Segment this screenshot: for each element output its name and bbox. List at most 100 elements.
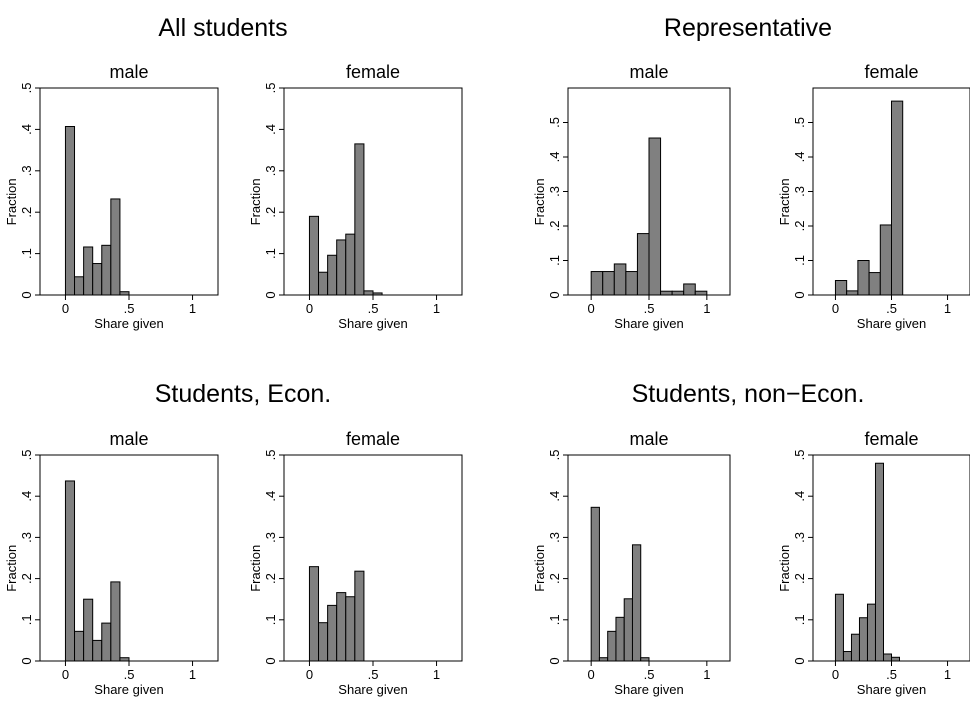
histogram-bar bbox=[336, 592, 347, 662]
x-tick-label: 1 bbox=[703, 301, 710, 316]
histogram-panel-female: female 0 .1 .2 .3 .4 .5 Fraction 0 .5 1 Share given bbox=[248, 429, 463, 697]
y-tick-label: .2 bbox=[19, 573, 34, 584]
histogram-bar bbox=[92, 263, 103, 296]
chart-group-1: All students male 0 .1 .2 .3 .4 .5 Fraction 0 .5 1 S… bbox=[4, 14, 463, 331]
histogram-bar bbox=[857, 260, 870, 296]
y-tick-label: 0 bbox=[792, 291, 807, 298]
group-title: Students, non−Econ. bbox=[632, 380, 865, 408]
x-tick-label: 1 bbox=[189, 301, 196, 316]
y-tick-label: .5 bbox=[792, 117, 807, 128]
x-tick-label: 1 bbox=[433, 301, 440, 316]
histogram-panel-female: female 0 .1 .2 .3 .4 .5 Fraction 0 .5 1 Share given bbox=[777, 62, 970, 331]
histogram-bar bbox=[327, 254, 338, 296]
histogram-bar bbox=[866, 603, 876, 662]
y-axis-label: Fraction bbox=[248, 545, 263, 592]
y-tick-label: .2 bbox=[263, 573, 278, 584]
histogram-panel-female: female 0 .1 .2 .3 .4 .5 Fraction 0 .5 1 Share given bbox=[777, 429, 970, 697]
panel-title: female bbox=[864, 62, 918, 82]
histogram-bar bbox=[318, 622, 329, 662]
y-axis-label: Fraction bbox=[4, 178, 19, 225]
y-axis-label: Fraction bbox=[248, 178, 263, 225]
histogram-bar bbox=[671, 290, 685, 296]
y-tick-label: .2 bbox=[792, 573, 807, 584]
y-tick-label: .5 bbox=[792, 450, 807, 461]
x-tick-label: 1 bbox=[944, 301, 951, 316]
x-tick-label: .5 bbox=[644, 301, 655, 316]
histogram-bar bbox=[868, 272, 881, 296]
y-tick-label: .1 bbox=[19, 248, 34, 259]
panel-title: female bbox=[346, 429, 400, 449]
x-tick-label: 0 bbox=[62, 301, 69, 316]
histogram-bar bbox=[683, 283, 696, 296]
y-axis-label: Fraction bbox=[532, 545, 547, 592]
histogram-bar bbox=[602, 271, 615, 296]
histogram-bar bbox=[74, 276, 85, 296]
y-tick-label: 0 bbox=[792, 657, 807, 664]
x-tick-label: 0 bbox=[62, 667, 69, 682]
y-tick-label: .4 bbox=[263, 124, 278, 135]
histogram-bar bbox=[101, 622, 112, 662]
panel-title: male bbox=[109, 62, 148, 82]
x-tick-label: 0 bbox=[588, 301, 595, 316]
y-tick-label: .1 bbox=[792, 255, 807, 266]
y-tick-label: 0 bbox=[547, 657, 562, 664]
group-title: All students bbox=[158, 14, 287, 42]
histogram-bar bbox=[64, 126, 76, 296]
histogram-bar bbox=[850, 633, 860, 662]
group-title: Representative bbox=[664, 14, 832, 42]
x-tick-label: 0 bbox=[306, 667, 313, 682]
y-tick-label: 0 bbox=[19, 657, 34, 664]
y-tick-label: .3 bbox=[263, 165, 278, 176]
histogram-bar bbox=[874, 462, 884, 662]
y-axis-label: Fraction bbox=[777, 545, 792, 592]
x-tick-label: .5 bbox=[368, 667, 379, 682]
histogram-bar bbox=[345, 233, 356, 296]
histogram-bar bbox=[891, 100, 904, 296]
x-tick-label: 1 bbox=[703, 667, 710, 682]
y-tick-label: .3 bbox=[547, 186, 562, 197]
histogram-bar bbox=[625, 271, 638, 296]
x-axis-label: Share given bbox=[614, 316, 683, 331]
histogram-bar bbox=[363, 290, 374, 296]
x-axis-label: Share given bbox=[338, 682, 407, 697]
y-tick-label: .4 bbox=[19, 124, 34, 135]
y-tick-label: .5 bbox=[263, 83, 278, 94]
histogram-bar bbox=[83, 598, 94, 662]
y-tick-label: .4 bbox=[792, 491, 807, 502]
y-tick-label: .4 bbox=[547, 152, 562, 163]
histogram-bar bbox=[615, 616, 625, 662]
x-tick-label: 1 bbox=[944, 667, 951, 682]
y-tick-label: 0 bbox=[547, 291, 562, 298]
histogram-bar bbox=[834, 280, 848, 296]
x-tick-label: .5 bbox=[886, 667, 897, 682]
chart-group-2: Representative male 0 .1 .2 .3 .4 .5 Fraction 0 .5… bbox=[532, 14, 970, 331]
histogram-bar bbox=[623, 598, 633, 662]
group-title: Students, Econ. bbox=[155, 380, 332, 408]
y-tick-label: .3 bbox=[263, 532, 278, 543]
y-tick-label: .3 bbox=[792, 186, 807, 197]
histogram-bar bbox=[607, 630, 617, 662]
y-tick-label: .4 bbox=[792, 152, 807, 163]
y-tick-label: .5 bbox=[547, 450, 562, 461]
x-tick-label: 1 bbox=[433, 667, 440, 682]
y-tick-label: .1 bbox=[19, 614, 34, 625]
y-tick-label: 0 bbox=[263, 291, 278, 298]
y-tick-label: .2 bbox=[19, 207, 34, 218]
x-tick-label: .5 bbox=[644, 667, 655, 682]
y-tick-label: .4 bbox=[263, 491, 278, 502]
x-tick-label: 0 bbox=[832, 301, 839, 316]
y-tick-label: .1 bbox=[263, 614, 278, 625]
y-tick-label: .1 bbox=[792, 614, 807, 625]
x-tick-label: 1 bbox=[189, 667, 196, 682]
y-tick-label: .2 bbox=[547, 221, 562, 232]
histogram-bar bbox=[83, 246, 94, 296]
histogram-bar bbox=[613, 263, 627, 296]
chart-group-3: Students, Econ. male 0 .1 .2 .3 .4 .5 Fraction 0.… bbox=[4, 380, 463, 697]
x-tick-label: 0 bbox=[832, 667, 839, 682]
histogram-bar bbox=[327, 604, 338, 662]
y-tick-label: 0 bbox=[19, 291, 34, 298]
histogram-panel-female: female 0 .1 .2 .3 .4 .5 Fraction 0 .5 1 Share given bbox=[248, 62, 463, 331]
y-tick-label: .2 bbox=[263, 207, 278, 218]
x-axis-label: Share given bbox=[94, 316, 163, 331]
y-axis-label: Fraction bbox=[777, 178, 792, 225]
